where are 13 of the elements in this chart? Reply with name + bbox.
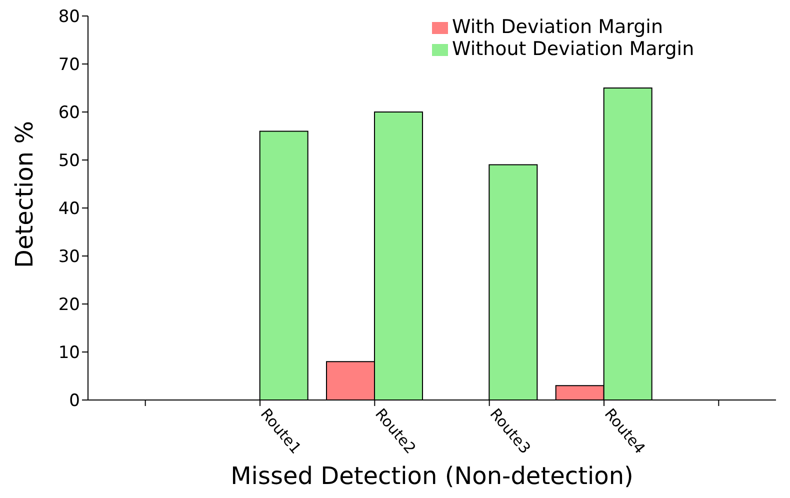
y-tick-label: 40 [58, 199, 80, 220]
y-tick-label: 30 [58, 247, 80, 268]
legend-label: Without Deviation Margin [452, 38, 694, 60]
y-axis-title: Detection % [10, 120, 39, 268]
y-tick-label: 20 [58, 295, 80, 316]
y-tick-label: 70 [58, 55, 80, 76]
legend-label: With Deviation Margin [452, 16, 663, 38]
y-tick-label: 0 [69, 391, 80, 412]
y-tick-label: 50 [58, 151, 80, 172]
x-axis-title: Missed Detection (Non-detection) [230, 462, 634, 490]
y-tick-label: 60 [58, 103, 80, 124]
y-tick-label: 10 [58, 343, 80, 364]
y-tick-label: 80 [58, 7, 80, 28]
